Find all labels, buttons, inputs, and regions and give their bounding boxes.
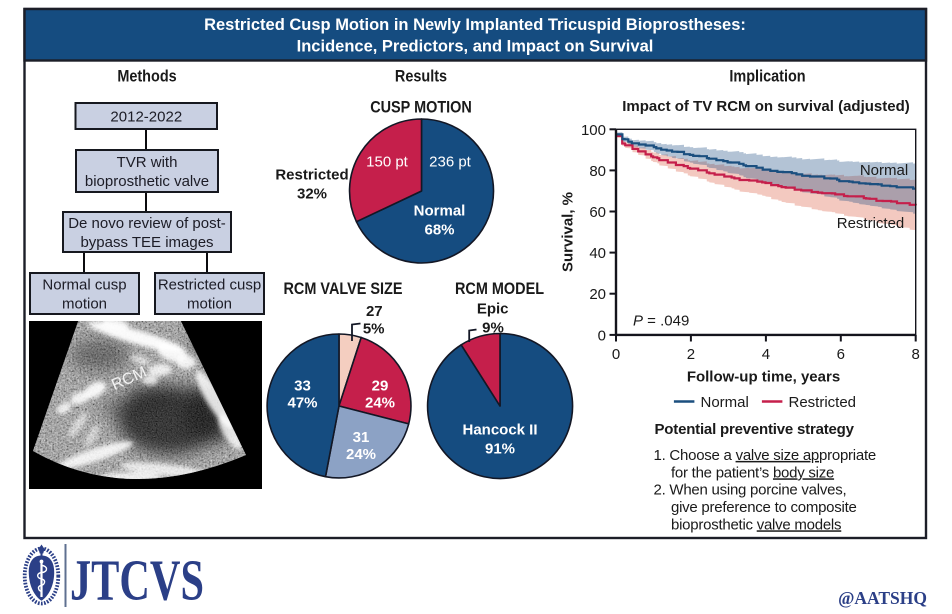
svg-text:80: 80 — [589, 163, 606, 180]
svg-text:60: 60 — [589, 204, 606, 221]
svg-text:Restricted: Restricted — [275, 167, 348, 184]
svg-text:JTCVS: JTCVS — [70, 548, 204, 613]
svg-text:150 pt: 150 pt — [366, 154, 409, 171]
svg-text:RCM VALVE SIZE: RCM VALVE SIZE — [283, 280, 402, 298]
svg-text:6: 6 — [837, 346, 845, 363]
svg-text:Methods: Methods — [117, 67, 177, 85]
svg-text:Incidence, Predictors, and Imp: Incidence, Predictors, and Impact on Sur… — [297, 38, 654, 56]
svg-text:give preference to composite: give preference to composite — [671, 499, 857, 516]
svg-text:68%: 68% — [424, 221, 454, 238]
svg-text:91%: 91% — [485, 440, 515, 457]
svg-text:motion: motion — [62, 295, 107, 312]
svg-text:Implication: Implication — [729, 67, 805, 85]
svg-text:32%: 32% — [297, 186, 327, 203]
svg-text:20: 20 — [589, 286, 606, 303]
svg-text:40: 40 — [589, 245, 606, 262]
svg-text:for the patient’s body size: for the patient’s body size — [671, 464, 834, 481]
svg-text:bypass TEE images: bypass TEE images — [80, 234, 213, 251]
svg-text:24%: 24% — [365, 395, 395, 412]
svg-text:2: 2 — [687, 346, 695, 363]
svg-text:Normal: Normal — [414, 202, 466, 219]
svg-text:Normal cusp: Normal cusp — [42, 276, 126, 293]
svg-text:Potential preventive strategy: Potential preventive strategy — [655, 421, 855, 438]
svg-text:Follow-up time, years: Follow-up time, years — [687, 369, 840, 386]
svg-text:9%: 9% — [482, 320, 504, 337]
svg-text:2012-2022: 2012-2022 — [110, 108, 182, 125]
svg-text:De novo review of post-: De novo review of post- — [68, 215, 226, 232]
svg-text:Normal: Normal — [860, 162, 908, 179]
svg-text:27: 27 — [366, 303, 383, 320]
svg-text:TVR with: TVR with — [117, 154, 178, 171]
svg-text:236 pt: 236 pt — [429, 154, 472, 171]
svg-text:Normal: Normal — [701, 394, 749, 411]
svg-text:Epic: Epic — [477, 301, 509, 318]
svg-text:8: 8 — [912, 346, 920, 363]
svg-text:bioprosthetic valve: bioprosthetic valve — [85, 173, 209, 190]
svg-text:29: 29 — [372, 378, 389, 395]
svg-text:Restricted: Restricted — [789, 394, 857, 411]
svg-text:33: 33 — [294, 378, 311, 395]
svg-text:CUSP MOTION: CUSP MOTION — [370, 98, 472, 116]
svg-text:47%: 47% — [287, 395, 317, 412]
svg-text:Hancock II: Hancock II — [462, 421, 537, 438]
svg-text:Results: Results — [395, 67, 447, 85]
svg-text:Impact of TV RCM on survival (: Impact of TV RCM on survival (adjusted) — [622, 98, 910, 115]
svg-text:Restricted cusp: Restricted cusp — [158, 276, 261, 293]
svg-text:100: 100 — [581, 122, 606, 139]
svg-text:31: 31 — [353, 429, 370, 446]
svg-text:2. When using porcine valves,: 2. When using porcine valves, — [654, 482, 847, 499]
svg-text:Restricted: Restricted — [837, 215, 905, 232]
svg-text:5%: 5% — [363, 320, 385, 337]
svg-text:motion: motion — [187, 295, 232, 312]
svg-text:RCM MODEL: RCM MODEL — [455, 280, 544, 298]
svg-text:bioprosthetic valve models: bioprosthetic valve models — [671, 516, 841, 533]
svg-text:24%: 24% — [346, 446, 376, 463]
svg-text:P = .049: P = .049 — [633, 313, 689, 330]
svg-text:4: 4 — [762, 346, 770, 363]
svg-text:Survival, %: Survival, % — [560, 192, 577, 272]
svg-text:@AATSHQ: @AATSHQ — [838, 588, 927, 608]
svg-text:Restricted Cusp Motion in Newl: Restricted Cusp Motion in Newly Implante… — [204, 16, 746, 34]
svg-text:1. Choose a valve size appropr: 1. Choose a valve size appropriate — [654, 447, 876, 464]
svg-text:0: 0 — [612, 346, 620, 363]
svg-text:0: 0 — [598, 327, 606, 344]
